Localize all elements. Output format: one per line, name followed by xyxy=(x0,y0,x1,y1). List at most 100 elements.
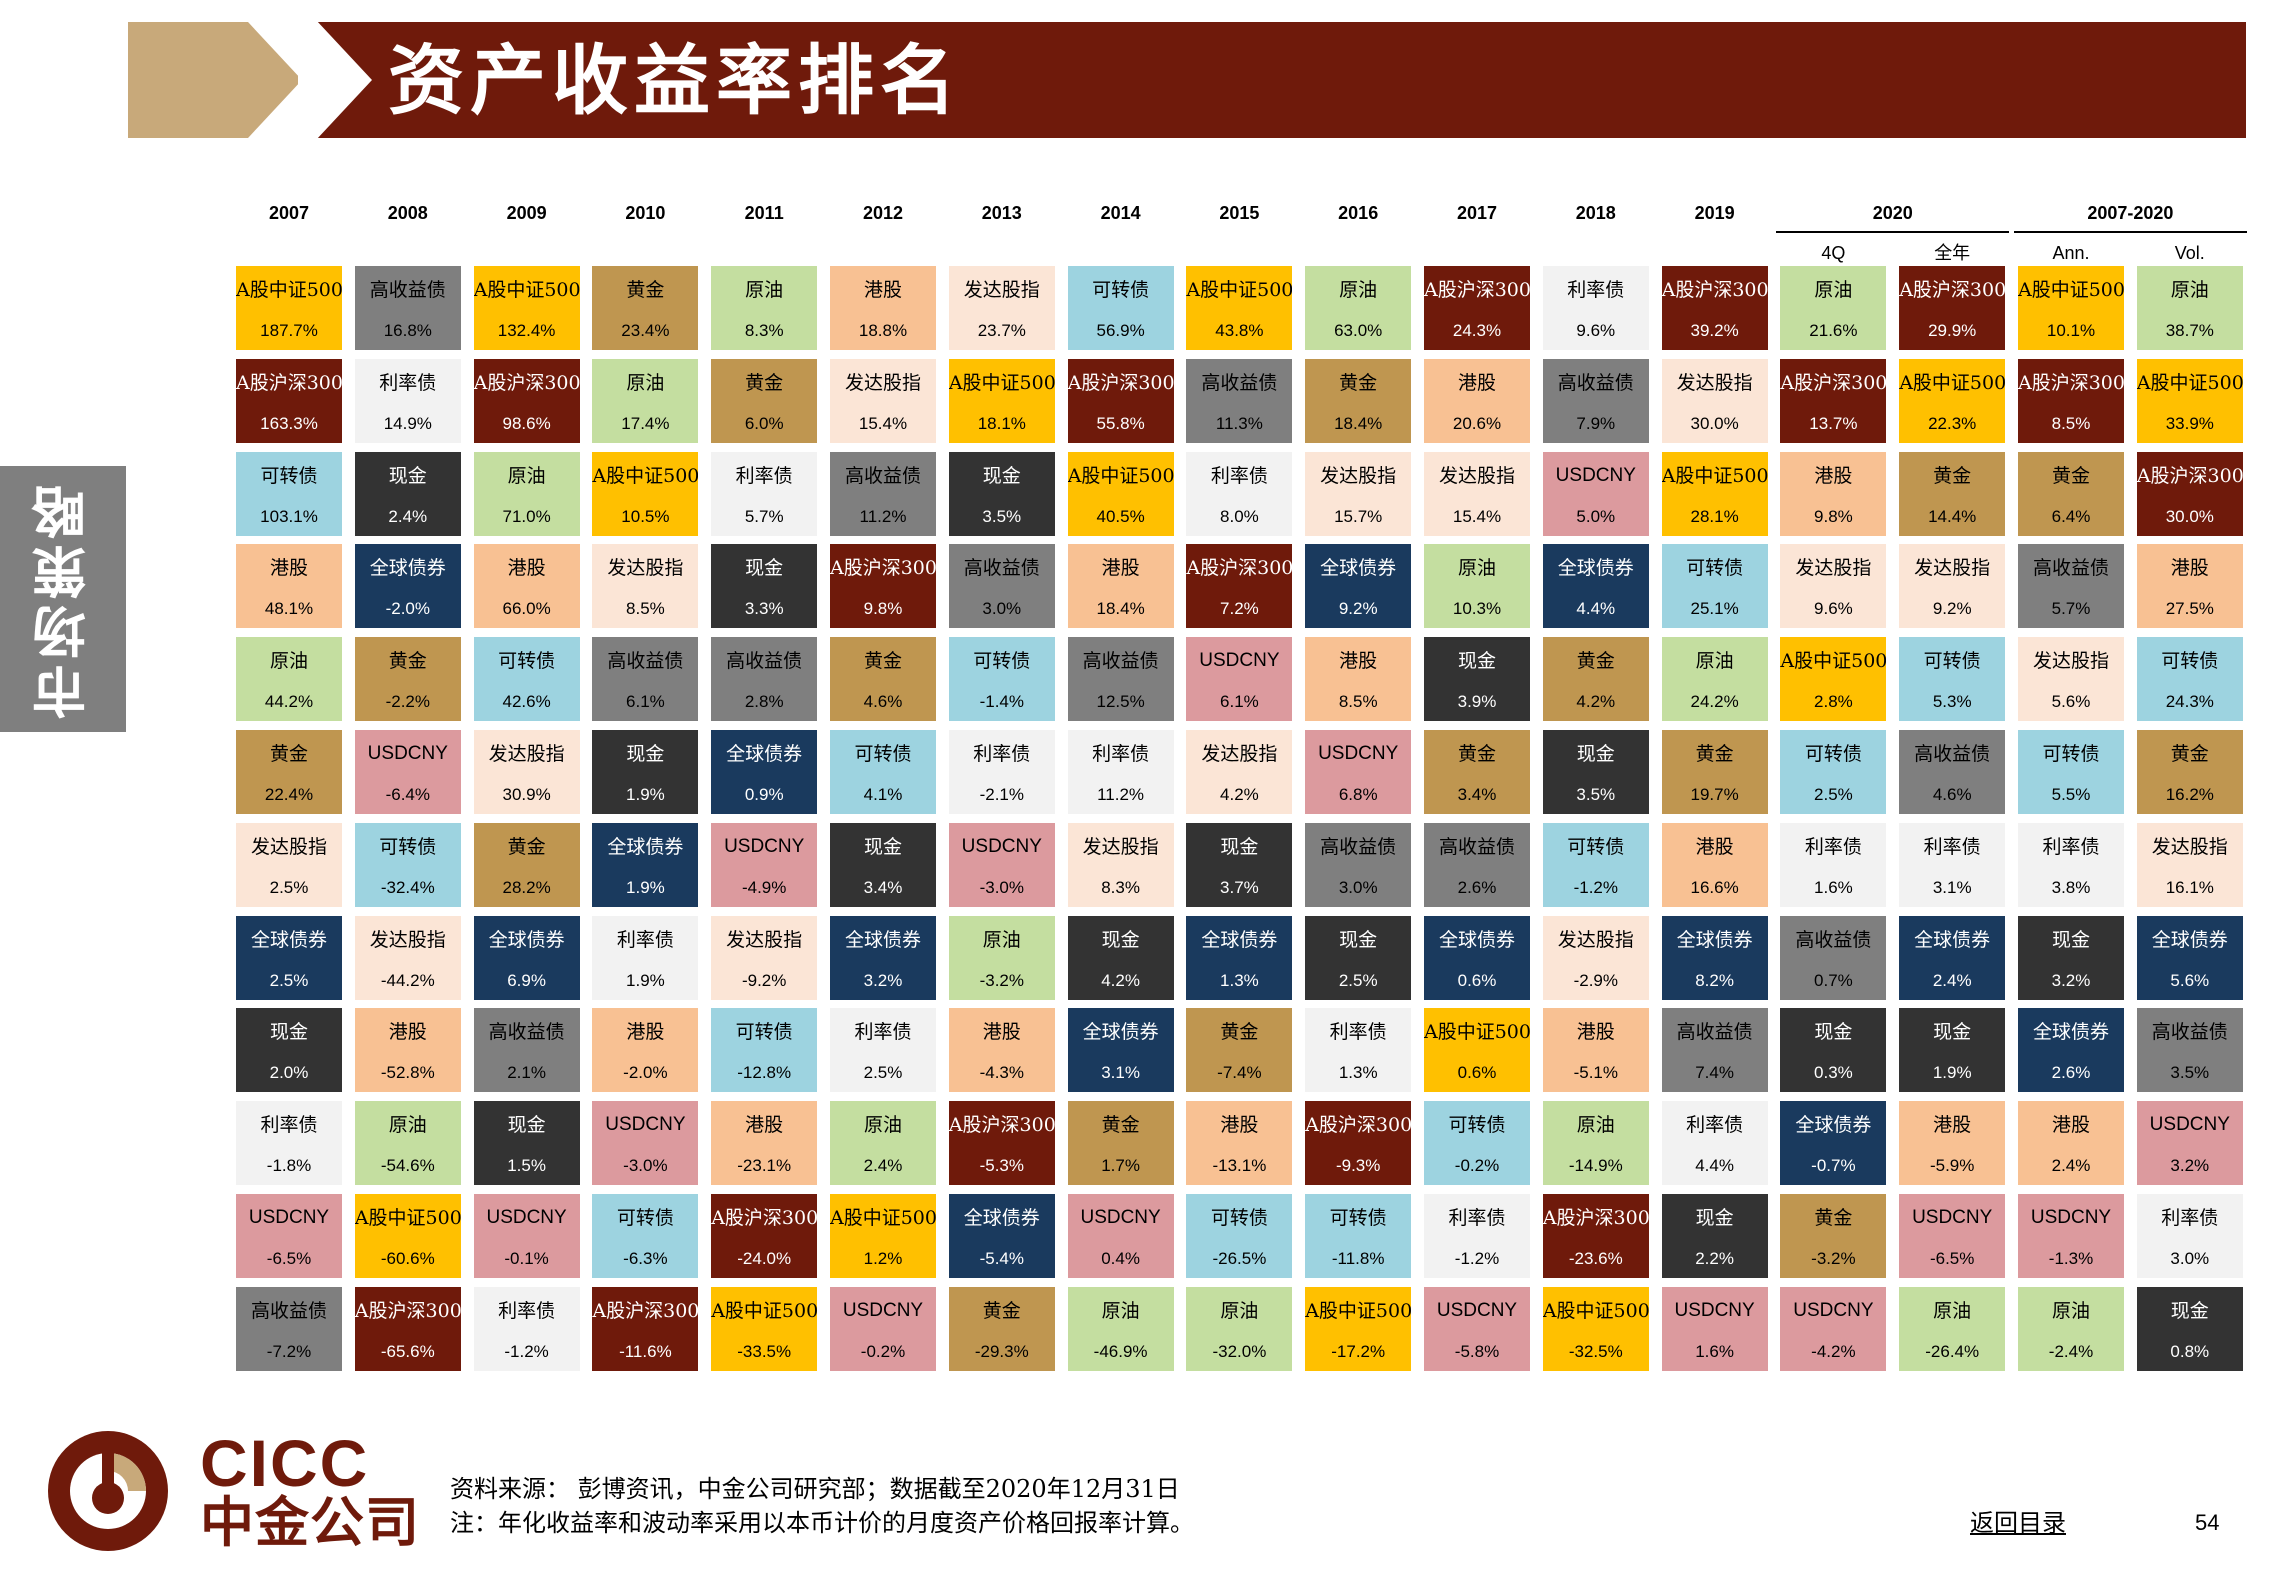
asset-name: 原油 xyxy=(1933,1299,1972,1322)
return-value: -3.0% xyxy=(623,1156,668,1176)
asset-name: A股中证500 xyxy=(1780,650,1887,673)
table-cell: A股中证500 0.6% xyxy=(1424,1008,1530,1093)
return-value: 3.1% xyxy=(1101,1063,1140,1083)
table-cell: 可转债 -26.5% xyxy=(1186,1194,1293,1278)
return-value: -23.1% xyxy=(737,1156,792,1176)
asset-name: 利率债 xyxy=(1329,1021,1387,1044)
table-cell: A股沪深300 -65.6% xyxy=(354,1286,461,1371)
asset-name: 港股 xyxy=(626,1021,665,1044)
table-cell: A股沪深300 -24.0% xyxy=(711,1194,818,1278)
return-value: 5.6% xyxy=(2170,970,2210,990)
table-cell: 可转债 -6.3% xyxy=(592,1194,699,1278)
return-value: -2.1% xyxy=(979,785,1024,804)
return-value: -1.2% xyxy=(1454,1249,1500,1268)
asset-name: USDCNY xyxy=(1674,1299,1755,1321)
table-cell: 高收益债 11.3% xyxy=(1186,358,1293,443)
return-value: 23.4% xyxy=(621,321,670,340)
return-value: 163.3% xyxy=(260,413,318,433)
return-value: 30.0% xyxy=(1690,413,1739,433)
asset-name: 全球债券 xyxy=(963,1207,1040,1229)
return-value: -5.8% xyxy=(1454,1341,1500,1361)
back-to-contents-link[interactable]: 返回目录 xyxy=(1970,1509,2066,1537)
return-value: -32.5% xyxy=(1568,1341,1623,1361)
table-cell: 黄金 28.2% xyxy=(473,822,580,907)
asset-name: 全球债券 xyxy=(1320,557,1397,580)
return-value: 2.5% xyxy=(1338,970,1378,990)
table-cell: 全球债券 -5.4% xyxy=(948,1194,1055,1278)
return-value: 3.0% xyxy=(1338,877,1378,897)
asset-name: 全球债券 xyxy=(607,835,684,858)
asset-name: USDCNY xyxy=(1793,1299,1874,1321)
return-value: -2.0% xyxy=(623,1063,668,1083)
asset-name: 全球债券 xyxy=(844,928,921,951)
asset-name: 港股 xyxy=(507,557,546,580)
asset-name: 利率债 xyxy=(1448,1207,1506,1229)
return-value: -7.2% xyxy=(266,1341,312,1361)
table-cell: USDCNY 0.4% xyxy=(1067,1194,1174,1278)
table-cell: 可转债 2.5% xyxy=(1780,730,1887,814)
table-cell: 利率债 3.8% xyxy=(2018,822,2124,907)
asset-name: 港股 xyxy=(2051,1114,2090,1137)
return-value: -3.2% xyxy=(979,970,1024,990)
asset-name: 现金 xyxy=(1457,650,1496,673)
asset-name: A股沪深300 xyxy=(1542,1207,1649,1229)
return-value: 4.2% xyxy=(1101,970,1140,990)
return-value: 18.8% xyxy=(858,321,908,340)
title-bar xyxy=(300,22,2246,138)
asset-name: A股沪深300 xyxy=(236,371,342,394)
table-cell: A股中证500 28.1% xyxy=(1661,451,1768,536)
asset-name: 港股 xyxy=(1220,1114,1259,1137)
column-subheader: 4Q xyxy=(1821,243,1846,263)
asset-name: 利率债 xyxy=(379,371,437,394)
table-cell: 可转债 -12.8% xyxy=(711,1008,818,1093)
table-cell: 高收益债 3.5% xyxy=(2136,1008,2243,1093)
return-value: 9.2% xyxy=(1338,599,1378,619)
return-value: 2.6% xyxy=(1457,877,1497,897)
asset-name: 高收益债 xyxy=(488,1021,565,1044)
asset-name: 发达股指 xyxy=(726,928,803,951)
table-cell: 利率债 1.9% xyxy=(592,915,699,1000)
table-cell: 高收益债 -7.2% xyxy=(236,1286,342,1371)
asset-name: 现金 xyxy=(1101,928,1140,951)
table-cell: 全球债券 5.6% xyxy=(2136,915,2243,1000)
asset-name: USDCNY xyxy=(1555,464,1636,486)
return-value: 5.5% xyxy=(2051,785,2091,804)
table-cell: 高收益债 3.0% xyxy=(1305,822,1412,907)
table-cell: 现金 2.0% xyxy=(236,1008,342,1093)
table-cell: USDCNY -0.2% xyxy=(830,1286,936,1371)
asset-name: 现金 xyxy=(1576,743,1615,765)
return-value: 0.9% xyxy=(744,785,784,804)
asset-name: 港股 xyxy=(1576,1021,1615,1044)
asset-name: 港股 xyxy=(982,1021,1021,1044)
return-value: -9.2% xyxy=(741,970,787,990)
return-value: -4.2% xyxy=(1811,1341,1856,1361)
return-value: -0.1% xyxy=(504,1249,549,1268)
table-cell: 发达股指 30.0% xyxy=(1661,358,1768,443)
asset-name: A股中证500 xyxy=(592,464,699,487)
asset-name: 高收益债 xyxy=(2151,1021,2228,1044)
asset-name: USDCNY xyxy=(2030,1207,2112,1228)
asset-name: 可转债 xyxy=(735,1021,793,1044)
table-cell: 全球债券 1.3% xyxy=(1186,915,1293,1000)
asset-name: 高收益债 xyxy=(1082,650,1159,673)
table-cell: USDCNY -6.4% xyxy=(354,730,461,814)
table-cell: 港股 9.8% xyxy=(1780,451,1887,536)
table-cell: 发达股指 -9.2% xyxy=(711,915,818,1000)
return-value: 3.4% xyxy=(1457,785,1497,804)
return-value: -2.4% xyxy=(2048,1341,2094,1361)
return-value: 3.5% xyxy=(982,506,1022,526)
asset-name: A股中证500 xyxy=(1899,371,2006,394)
asset-name: A股沪深300 xyxy=(830,557,936,580)
asset-name: 黄金 xyxy=(507,835,546,858)
table-cell: 可转债 -32.4% xyxy=(354,822,461,907)
return-value: 18.1% xyxy=(977,413,1026,433)
column-header-year: 2010 xyxy=(625,203,666,223)
table-cell: USDCNY -4.2% xyxy=(1780,1286,1887,1371)
section-side-tab xyxy=(0,466,126,732)
return-value: 17.4% xyxy=(621,413,670,433)
asset-name: 原油 xyxy=(1814,279,1853,301)
return-value: 29.9% xyxy=(1928,321,1977,340)
asset-name: 发达股指 xyxy=(488,743,565,765)
asset-name: 发达股指 xyxy=(963,279,1040,301)
return-value: -46.9% xyxy=(1093,1341,1148,1361)
